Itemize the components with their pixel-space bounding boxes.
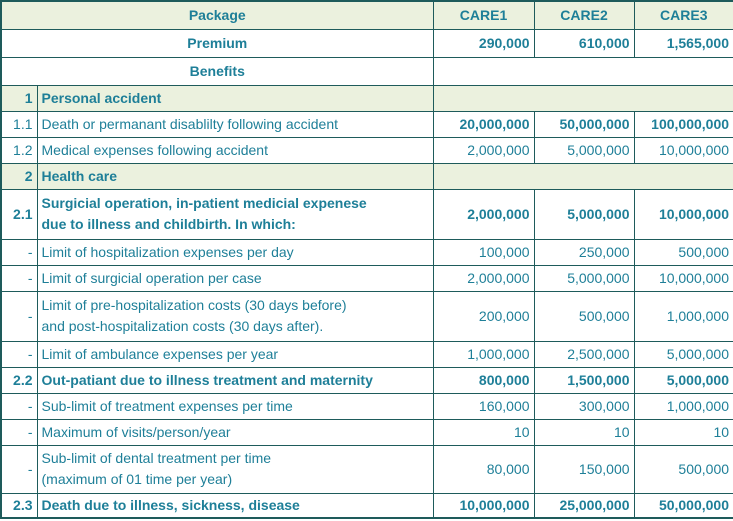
value-cell-care2: 5,000,000 [533,136,635,164]
benefit-label-cell: Limit of surgicial operation per case [36,264,434,292]
benefit-label-cell: Limit of ambulance expenses per year [36,340,434,368]
premium-value-care3: 1,565,000 [633,28,733,58]
value-cell-care2: 300,000 [533,392,635,420]
benefit-row: - Maximum of visits/person/year 10 10 10 [0,418,733,446]
row-number-cell: 2 [0,162,38,190]
row-number-cell: 2.3 [0,492,38,519]
value-cell-care1: 20,000,000 [432,110,535,138]
value-cell-care3: 10,000,000 [633,188,733,240]
row-number-cell: 1 [0,84,38,112]
value-cell-care3: 10,000,000 [633,136,733,164]
package-header-cell: Package [0,0,434,30]
value-cell-care1: 2,000,000 [432,264,535,292]
value-cell-care3: 500,000 [633,238,733,266]
value-cell-care1: 800,000 [432,366,535,394]
value-cell-care3: 10,000,000 [633,264,733,292]
column-header-care1: CARE1 [432,0,535,30]
value-cell-care2: 150,000 [533,444,635,494]
benefit-label-cell: Limit of hospitalization expenses per da… [36,238,434,266]
value-cell-care1: 80,000 [432,444,535,494]
value-cell-care1: 160,000 [432,392,535,420]
benefits-label-cell: Benefits [0,56,434,86]
benefits-header-row: Benefits [0,56,733,86]
row-number-cell: - [0,340,38,368]
benefit-row: - Limit of ambulance expenses per year 1… [0,340,733,368]
premium-label-cell: Premium [0,28,434,58]
benefit-row: - Sub-limit of dental treatment per time… [0,444,733,494]
benefit-label-cell: Out-patiant due to illness treatment and… [36,366,434,394]
column-header-care3: CARE3 [633,0,733,30]
row-number-cell: - [0,238,38,266]
row-number-cell: - [0,418,38,446]
benefit-row: - Limit of pre-hospitalization costs (30… [0,290,733,342]
section-empty-cell [432,162,733,190]
benefit-label-cell: Sub-limit of dental treatment per time (… [36,444,434,494]
value-cell-care3: 5,000,000 [633,366,733,394]
benefit-row: 1.2 Medical expenses following accident … [0,136,733,164]
section-row-health-care: 2 Health care [0,162,733,190]
benefit-row: 2.3 Death due to illness, sickness, dise… [0,492,733,519]
benefit-row: - Limit of hospitalization expenses per … [0,238,733,266]
section-label-cell: Personal accident [36,84,434,112]
value-cell-care3: 100,000,000 [633,110,733,138]
row-number-cell: - [0,264,38,292]
value-cell-care2: 2,500,000 [533,340,635,368]
row-number-cell: 1.2 [0,136,38,164]
section-empty-cell [432,84,733,112]
value-cell-care2: 250,000 [533,238,635,266]
premium-value-care1: 290,000 [432,28,535,58]
value-cell-care1: 10 [432,418,535,446]
benefit-label-cell: Sub-limit of treatment expenses per time [36,392,434,420]
package-header-row: Package CARE1 CARE2 CARE3 [0,0,733,30]
value-cell-care2: 5,000,000 [533,264,635,292]
benefit-label-cell: Death due to illness, sickness, disease [36,492,434,519]
value-cell-care2: 1,500,000 [533,366,635,394]
value-cell-care1: 200,000 [432,290,535,342]
value-cell-care1: 2,000,000 [432,136,535,164]
value-cell-care1: 1,000,000 [432,340,535,368]
premium-row: Premium 290,000 610,000 1,565,000 [0,28,733,58]
benefit-row: - Limit of surgicial operation per case … [0,264,733,292]
benefit-row: - Sub-limit of treatment expenses per ti… [0,392,733,420]
value-cell-care3: 5,000,000 [633,340,733,368]
row-number-cell: 1.1 [0,110,38,138]
benefits-empty-cell [432,56,733,86]
benefit-label-cell: Surgicial operation, in-patient medicial… [36,188,434,240]
row-number-cell: - [0,444,38,494]
value-cell-care3: 500,000 [633,444,733,494]
value-cell-care1: 2,000,000 [432,188,535,240]
benefit-row: 2.2 Out-patiant due to illness treatment… [0,366,733,394]
row-number-cell: - [0,392,38,420]
value-cell-care3: 10 [633,418,733,446]
benefit-label-cell: Maximum of visits/person/year [36,418,434,446]
benefit-label-cell: Death or permanant disablilty following … [36,110,434,138]
row-number-cell: 2.2 [0,366,38,394]
benefit-row: 2.1 Surgicial operation, in-patient medi… [0,188,733,240]
value-cell-care1: 10,000,000 [432,492,535,519]
value-cell-care3: 50,000,000 [633,492,733,519]
premium-value-care2: 610,000 [533,28,635,58]
value-cell-care1: 100,000 [432,238,535,266]
row-number-cell: 2.1 [0,188,38,240]
benefit-row: 1.1 Death or permanant disablilty follow… [0,110,733,138]
section-row-personal-accident: 1 Personal accident [0,84,733,112]
value-cell-care2: 10 [533,418,635,446]
value-cell-care2: 5,000,000 [533,188,635,240]
value-cell-care3: 1,000,000 [633,290,733,342]
value-cell-care2: 500,000 [533,290,635,342]
benefit-label-cell: Limit of pre-hospitalization costs (30 d… [36,290,434,342]
value-cell-care2: 50,000,000 [533,110,635,138]
section-label-cell: Health care [36,162,434,190]
value-cell-care2: 25,000,000 [533,492,635,519]
benefit-label-cell: Medical expenses following accident [36,136,434,164]
column-header-care2: CARE2 [533,0,635,30]
row-number-cell: - [0,290,38,342]
value-cell-care3: 1,000,000 [633,392,733,420]
